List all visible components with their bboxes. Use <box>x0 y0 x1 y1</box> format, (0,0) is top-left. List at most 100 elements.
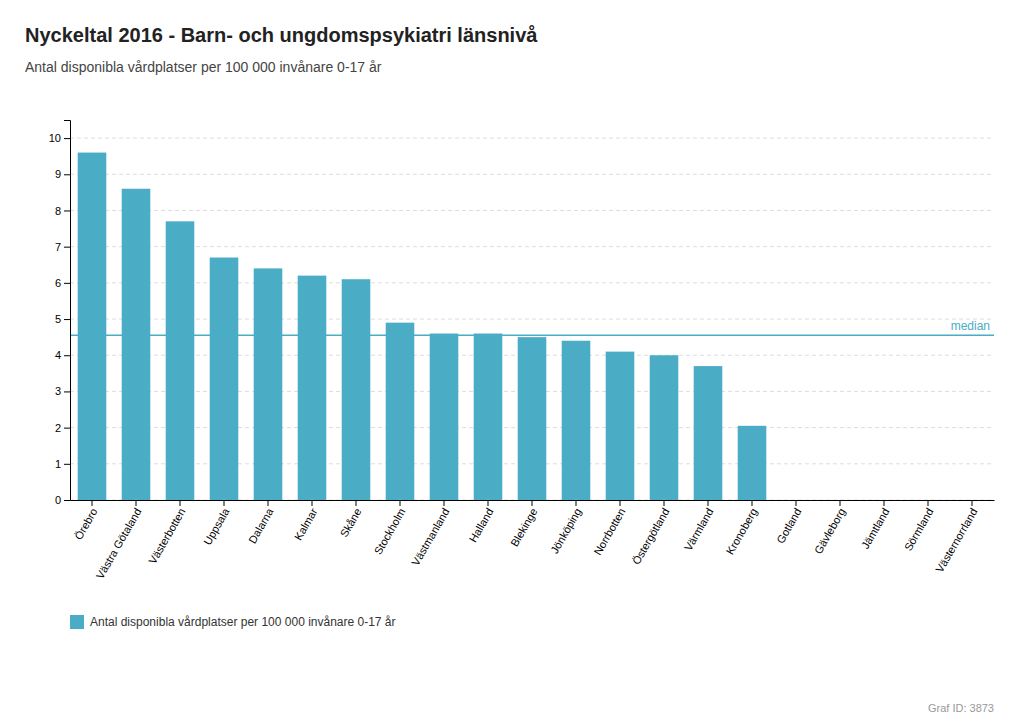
reference-lines <box>70 335 994 336</box>
bar <box>254 268 283 500</box>
x-tick-label: Dalarna <box>246 505 276 545</box>
x-tick-label: Östergötland <box>630 506 672 567</box>
median-label: median <box>951 319 990 333</box>
y-tick-label: 0 <box>55 494 61 506</box>
y-tick-mark <box>64 500 70 501</box>
bar <box>606 352 635 500</box>
x-tick-label: Halland <box>467 506 496 544</box>
grid-line <box>70 138 994 139</box>
y-tick: 4 <box>55 349 70 361</box>
y-tick-mark <box>64 174 70 175</box>
x-tick-label: Värmland <box>682 506 716 553</box>
y-tick: 7 <box>55 241 70 253</box>
x-tick-label: Västmanland <box>409 506 452 568</box>
x-tick-mark <box>972 500 973 506</box>
y-tick-label: 9 <box>55 168 61 180</box>
chart-svg: Nyckeltal 2016 - Barn- och ungdomspsykia… <box>0 0 1024 724</box>
x-tick-label: Gävleborg <box>812 506 848 556</box>
x-tick: Blekinge <box>508 500 539 549</box>
x-tick: Skåne <box>338 500 364 539</box>
y-tick: 3 <box>55 385 70 397</box>
y-tick: 6 <box>55 277 70 289</box>
y-tick-label: 7 <box>55 241 61 253</box>
y-tick-label: 2 <box>55 422 61 434</box>
x-tick-mark <box>224 500 225 506</box>
y-tick: 1 <box>55 458 70 470</box>
x-tick: Stockholm <box>372 500 408 557</box>
bars <box>78 153 767 500</box>
y-tick: 0 <box>55 494 70 506</box>
x-tick: Dalarna <box>246 500 276 545</box>
x-tick-mark <box>92 500 93 506</box>
x-tick: Östergötland <box>630 500 672 567</box>
bar <box>210 258 239 500</box>
grid-line <box>70 174 994 175</box>
legend-swatch <box>70 615 84 629</box>
y-tick-mark <box>64 319 70 320</box>
y-tick-label: 5 <box>55 313 61 325</box>
y-tick-mark <box>64 283 70 284</box>
grid-line <box>70 319 994 320</box>
y-tick-label: 3 <box>55 385 61 397</box>
x-axis: ÖrebroVästra GötalandVästerbottenUppsala… <box>71 500 995 581</box>
grid-line <box>70 282 994 283</box>
bar <box>386 323 415 500</box>
grid <box>70 138 994 500</box>
bar <box>738 426 767 500</box>
x-tick-label: Blekinge <box>508 506 539 549</box>
y-tick-label: 8 <box>55 204 61 216</box>
x-tick-mark <box>356 500 357 506</box>
bar <box>78 153 107 500</box>
x-tick-mark <box>312 500 313 506</box>
y-tick: 8 <box>55 204 70 216</box>
bar <box>298 276 327 500</box>
x-tick: Västerbotten <box>146 500 188 566</box>
x-tick-mark <box>664 500 665 506</box>
x-tick: Kalmar <box>292 500 320 542</box>
x-tick: Halland <box>467 500 496 544</box>
title: Nyckeltal 2016 - Barn- och ungdomspsykia… <box>25 24 538 46</box>
chart-root: Nyckeltal 2016 - Barn- och ungdomspsykia… <box>0 0 1024 724</box>
y-tick-label: 4 <box>55 349 61 361</box>
x-tick-mark <box>928 500 929 506</box>
bar <box>474 334 503 500</box>
x-tick-label: Gotland <box>774 506 804 545</box>
x-tick-mark <box>708 500 709 506</box>
x-tick-mark <box>532 500 533 506</box>
grid-line <box>70 246 994 247</box>
x-tick: Norrbotten <box>591 500 627 557</box>
bar <box>166 221 195 500</box>
x-tick: Gävleborg <box>812 500 848 556</box>
bar <box>430 334 459 500</box>
bar <box>562 341 591 500</box>
grid-line <box>70 210 994 211</box>
x-tick: Västra Götaland <box>94 500 144 581</box>
bar <box>870 500 899 501</box>
legend: Antal disponibla vårdplatser per 100 000… <box>70 615 396 629</box>
x-tick-label: Kalmar <box>292 506 320 542</box>
y-tick: 10 <box>49 132 70 144</box>
y-tick: 5 <box>55 313 70 325</box>
x-tick-mark <box>400 500 401 506</box>
bar <box>122 189 151 500</box>
y-tick: 2 <box>55 422 70 434</box>
x-tick-label: Jämtland <box>859 506 892 551</box>
y-tick-mark <box>64 247 70 248</box>
x-tick-mark <box>136 500 137 506</box>
x-tick-mark <box>444 500 445 506</box>
x-tick-label: Västernorrland <box>933 506 979 574</box>
x-tick-mark <box>752 500 753 506</box>
x-tick-label: Västerbotten <box>146 506 188 566</box>
x-tick: Västernorrland <box>933 500 979 575</box>
bar <box>518 337 547 500</box>
y-tick-mark <box>64 391 70 392</box>
x-tick-label: Sörmland <box>902 506 936 553</box>
y-tick: 9 <box>55 168 70 180</box>
x-tick: Jämtland <box>859 500 892 551</box>
y-tick-mark <box>64 355 70 356</box>
x-tick-label: Norrbotten <box>591 506 627 557</box>
y-tick-label: 10 <box>49 132 61 144</box>
x-tick-mark <box>268 500 269 506</box>
y-tick-label: 6 <box>55 277 61 289</box>
bar <box>650 355 679 500</box>
